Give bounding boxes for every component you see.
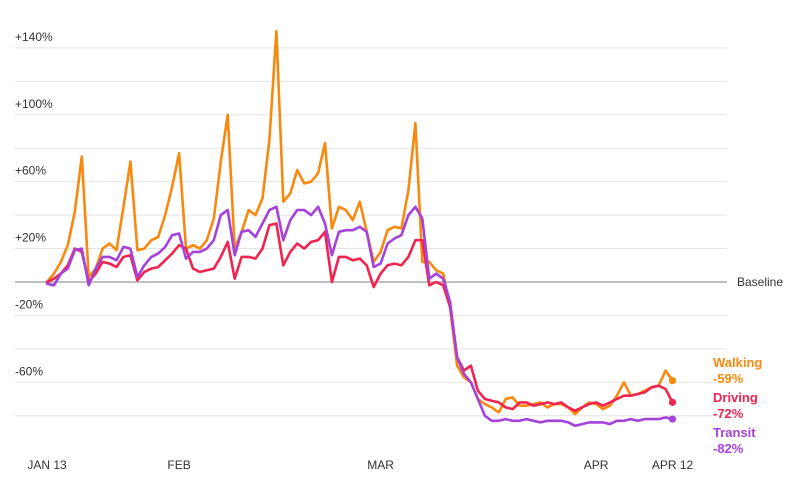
series-line-walking [45,29,674,416]
y-tick-label: -20% [15,297,43,311]
series-layer [45,29,677,428]
series-end-point-walking [668,377,677,385]
grid-layer [15,47,727,417]
legend-value-transit: -82% [713,441,744,456]
y-tick-label: -60% [15,364,43,378]
legend: Walking-59% Driving-72% Transit-82% [713,355,762,456]
x-tick-label: APR 12 [652,458,694,472]
legend-name-walking: Walking [713,355,762,370]
series-line-transit [45,205,674,428]
legend-value-walking: -59% [713,371,744,386]
x-tick-label: FEB [167,458,190,472]
series-end-point-transit [668,415,677,423]
x-tick-label: MAR [367,458,394,472]
series-line-driving [45,222,674,413]
x-tick-label: JAN 13 [27,458,67,472]
y-tick-label: +20% [15,231,46,245]
legend-name-transit: Transit [713,425,756,440]
x-tick-label: APR [584,458,609,472]
legend-value-driving: -72% [713,406,744,421]
series-end-point-driving [668,398,677,406]
y-tick-label: +100% [15,97,53,111]
baseline-label: Baseline [737,275,783,289]
y-axis-ticks: +140% +100% +60% +20% -20% -60% [15,30,53,378]
y-tick-label: +60% [15,164,46,178]
y-tick-label: +140% [15,30,53,44]
x-axis-ticks: JAN 13 FEB MAR APR APR 12 [27,458,693,472]
legend-name-driving: Driving [713,390,758,405]
